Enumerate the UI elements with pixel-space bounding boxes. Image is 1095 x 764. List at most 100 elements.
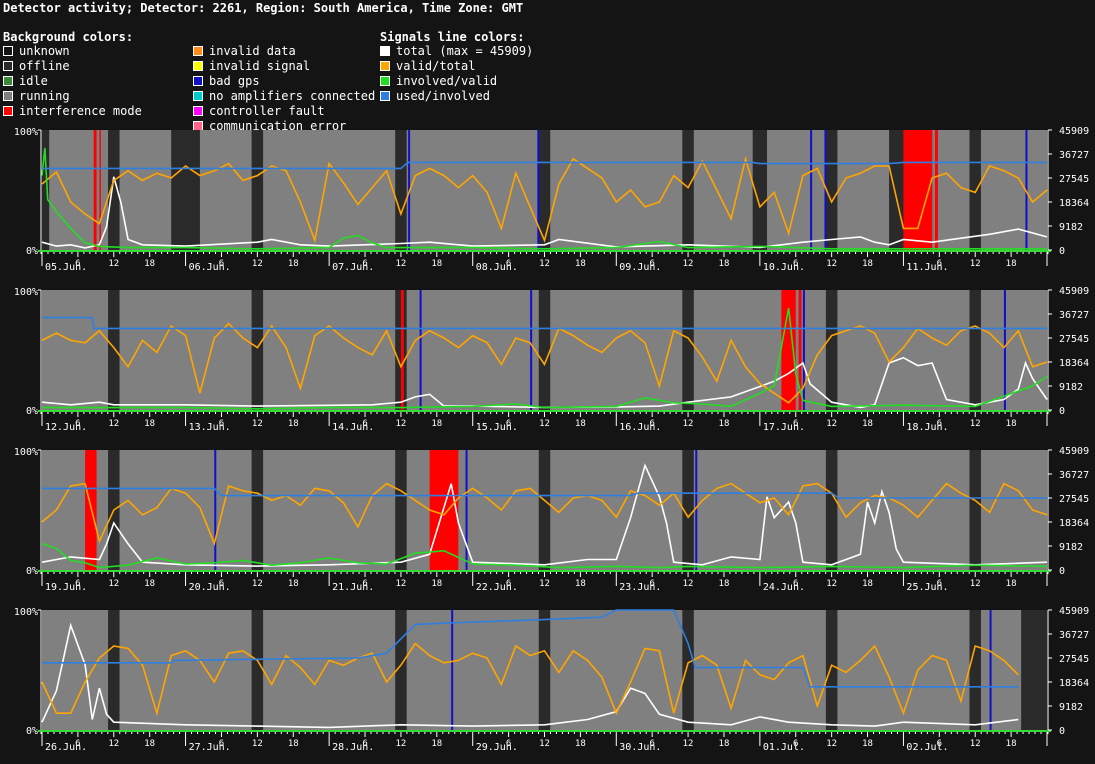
panel-1: 100% 0% 45909 36727 27545 18364 9182 0 6 12 18 05.J…	[14, 126, 1089, 273]
hour-label: 18	[1006, 579, 1017, 589]
valid-total-line	[41, 155, 1048, 244]
interference-interval	[93, 130, 97, 250]
hour-label: 6	[649, 739, 654, 749]
legend-label: offline	[19, 59, 70, 73]
hour-label: 18	[862, 419, 873, 429]
offline-stripe	[825, 610, 838, 730]
hour-label: 6	[506, 739, 511, 749]
bad-gps-mark	[419, 290, 422, 410]
day-label: 05.Jun.	[45, 262, 87, 273]
right-axis-label: 0	[1059, 726, 1065, 737]
interference-interval	[798, 290, 802, 410]
hour-label: 12	[826, 579, 837, 589]
legend-item-communication-error: communication error	[193, 119, 346, 134]
hour-label: 6	[649, 579, 654, 589]
legend-swatch	[193, 46, 203, 56]
legend-swatch	[380, 91, 390, 101]
hour-label: 12	[683, 259, 694, 269]
legend-swatch	[193, 76, 203, 86]
offline-interval	[42, 130, 50, 250]
hour-label: 18	[862, 579, 873, 589]
interference-interval	[935, 130, 938, 250]
legend-label: unknown	[19, 44, 70, 58]
hour-label: 6	[219, 259, 224, 269]
hour-label: 12	[826, 419, 837, 429]
hour-label: 18	[288, 419, 299, 429]
bad-gps-mark	[824, 130, 827, 250]
day-label: 09.Jun.	[619, 262, 661, 273]
right-axis-label: 36727	[1059, 310, 1089, 321]
left-axis-label: 100%	[14, 447, 38, 458]
right-axis-label: 45909	[1059, 606, 1089, 617]
total-line	[41, 176, 1048, 249]
right-axis-label: 36727	[1059, 150, 1089, 161]
hour-label: 18	[144, 739, 155, 749]
hour-label: 12	[539, 739, 550, 749]
day-label: 28.Jun.	[332, 742, 374, 753]
right-axis-label: 18364	[1059, 198, 1089, 209]
left-axis-label: 100%	[14, 287, 38, 298]
hour-label: 18	[144, 419, 155, 429]
legend-item-offline: offline	[3, 59, 70, 74]
day-label: 24.Jun.	[763, 582, 805, 593]
offline-stripe	[395, 130, 407, 250]
panel-4: 100% 0% 45909 36727 27545 18364 9182 0 6 12 18 26.J…	[14, 606, 1089, 753]
left-axis-label: 100%	[14, 127, 38, 138]
offline-stripe	[108, 130, 120, 250]
hour-label: 12	[539, 419, 550, 429]
hour-label: 12	[252, 259, 263, 269]
hour-label: 18	[719, 259, 730, 269]
offline-stripe	[969, 290, 981, 410]
legend-label: used/involved	[396, 89, 490, 103]
hour-label: 12	[539, 579, 550, 589]
hour-label: 18	[1006, 419, 1017, 429]
right-axis-label: 27545	[1059, 494, 1089, 505]
signals-colors-heading: Signals line colors:	[380, 30, 525, 44]
day-label: 30.Jun.	[619, 742, 661, 753]
legend-swatch	[3, 106, 13, 116]
legend-label: invalid signal	[209, 59, 311, 73]
right-axis-label: 45909	[1059, 446, 1089, 457]
offline-stripe	[251, 610, 264, 730]
hour-label: 12	[396, 419, 407, 429]
hour-label: 6	[937, 259, 942, 269]
involved-valid-line	[41, 542, 1048, 569]
legend-signal-3: used/involved	[380, 89, 490, 104]
day-label: 27.Jun.	[189, 742, 231, 753]
hour-label: 12	[970, 419, 981, 429]
day-label: 29.Jun.	[476, 742, 518, 753]
bad-gps-mark	[989, 610, 992, 730]
hour-label: 6	[362, 259, 367, 269]
offline-stripe	[825, 130, 838, 250]
day-label: 16.Jun.	[619, 422, 661, 433]
legend-swatch	[3, 91, 13, 101]
left-axis-label: 0%	[26, 246, 38, 257]
background-colors-heading: Background colors:	[3, 30, 134, 44]
hour-label: 6	[219, 579, 224, 589]
hour-label: 18	[431, 419, 442, 429]
legend-label: involved/valid	[396, 74, 498, 88]
day-label: 12.Jun.	[45, 422, 87, 433]
hour-label: 12	[539, 259, 550, 269]
day-label: 07.Jun.	[332, 262, 374, 273]
legend-item-unknown: unknown	[3, 44, 70, 59]
hour-label: 6	[506, 579, 511, 589]
hour-label: 12	[108, 259, 119, 269]
day-label: 14.Jun.	[332, 422, 374, 433]
right-axis-label: 9182	[1059, 702, 1083, 713]
hour-label: 12	[826, 739, 837, 749]
right-axis-label: 0	[1059, 406, 1065, 417]
total-line	[41, 622, 1019, 729]
hour-label: 12	[252, 739, 263, 749]
day-label: 17.Jun.	[763, 422, 805, 433]
interference-interval	[85, 450, 97, 570]
legend-swatch	[3, 76, 13, 86]
left-axis-label: 100%	[14, 607, 38, 618]
total-line	[41, 463, 1048, 567]
offline-stripe	[251, 290, 264, 410]
day-label: 23.Jun.	[619, 582, 661, 593]
involved-valid-line	[42, 307, 1048, 410]
day-label: 25.Jun.	[906, 582, 948, 593]
hour-label: 6	[219, 419, 224, 429]
bad-gps-mark	[810, 130, 813, 250]
